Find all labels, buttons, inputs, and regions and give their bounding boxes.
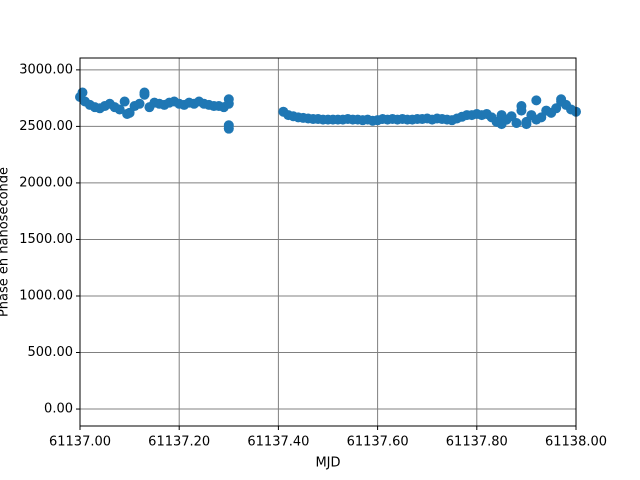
point <box>119 96 130 107</box>
point <box>139 87 150 98</box>
x-tick-label: 61137.80 <box>446 435 508 450</box>
point <box>511 118 522 129</box>
y-tick-label: 1000.00 <box>19 288 73 303</box>
x-axis-label: MJD <box>315 456 340 471</box>
point <box>531 95 542 106</box>
y-tick-label: 2000.00 <box>19 175 73 190</box>
point <box>516 105 527 116</box>
x-tick-label: 61137.40 <box>247 435 309 450</box>
point <box>521 119 532 130</box>
x-tick-label: 61138.00 <box>545 435 607 450</box>
plot-frame <box>79 57 577 427</box>
point <box>77 87 88 98</box>
y-tick-label: 2500.00 <box>19 119 73 134</box>
point <box>122 108 133 119</box>
point <box>134 98 145 109</box>
point <box>556 94 567 105</box>
y-tick-label: 0.00 <box>44 402 73 417</box>
point <box>223 94 234 105</box>
y-axis-label: Phase en nanoseconde <box>0 167 12 317</box>
y-tick-label: 1500.00 <box>19 232 73 247</box>
y-tick-label: 500.00 <box>28 345 74 360</box>
point <box>531 114 542 125</box>
y-tick-label: 3000.00 <box>19 62 73 77</box>
x-tick-label: 61137.60 <box>347 435 409 450</box>
point <box>496 119 507 130</box>
x-tick-label: 61137.20 <box>148 435 210 450</box>
x-tick-label: 61137.00 <box>49 435 111 450</box>
point <box>223 120 234 131</box>
point <box>114 104 125 115</box>
